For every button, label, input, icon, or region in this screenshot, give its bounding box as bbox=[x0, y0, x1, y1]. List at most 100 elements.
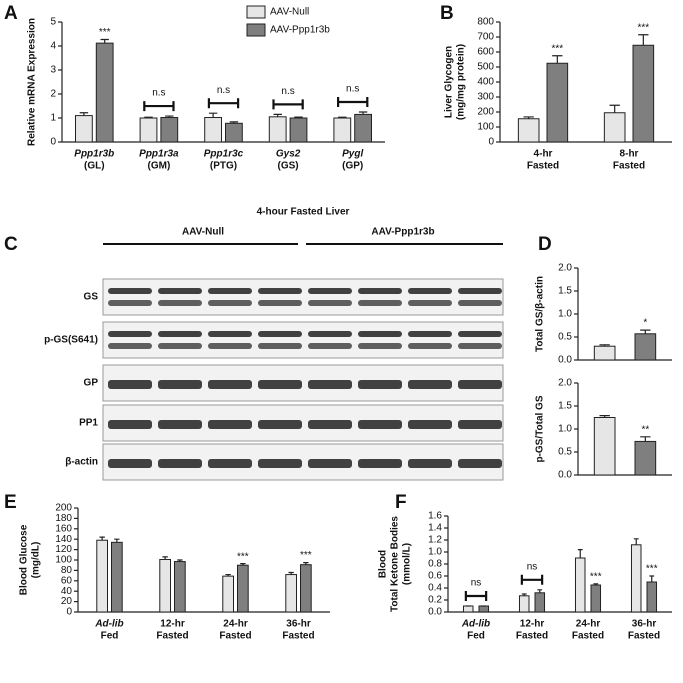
band bbox=[208, 288, 252, 294]
y-axis-label: Blood bbox=[378, 550, 389, 578]
band bbox=[258, 420, 302, 429]
x-tick-label: Ppp1r3a bbox=[139, 149, 179, 160]
error-bar bbox=[633, 538, 639, 545]
x-tick-label: 36-hr bbox=[286, 619, 311, 630]
error-bar bbox=[338, 116, 347, 118]
error-bar bbox=[537, 589, 543, 593]
band bbox=[108, 288, 152, 294]
band bbox=[358, 420, 402, 429]
y-tick-label: 1.0 bbox=[428, 547, 442, 558]
bracket bbox=[464, 591, 488, 601]
band bbox=[408, 459, 452, 468]
y-tick-label: 200 bbox=[477, 107, 494, 118]
error-bar bbox=[165, 115, 174, 118]
panel-label: C bbox=[4, 234, 18, 255]
error-bar bbox=[593, 583, 599, 585]
bar bbox=[632, 44, 655, 143]
band bbox=[258, 331, 302, 337]
y-tick-label: 1.5 bbox=[558, 401, 572, 412]
x-tick-label: 12-hr bbox=[160, 619, 185, 630]
error-bar bbox=[99, 536, 105, 541]
group-label: AAV-Null bbox=[182, 227, 224, 238]
error-bar bbox=[162, 556, 168, 560]
band bbox=[458, 343, 502, 349]
band bbox=[158, 380, 202, 389]
band bbox=[158, 459, 202, 468]
bar bbox=[603, 112, 626, 143]
significance: *** bbox=[637, 22, 649, 33]
legend-swatch bbox=[246, 23, 266, 37]
band bbox=[458, 300, 502, 306]
bar bbox=[593, 345, 616, 361]
band bbox=[358, 331, 402, 337]
error-bar bbox=[225, 573, 231, 577]
band bbox=[308, 300, 352, 306]
y-tick-label: 2.0 bbox=[558, 263, 572, 274]
bar bbox=[574, 557, 586, 613]
bracket bbox=[207, 98, 240, 109]
y-tick-label: 1.2 bbox=[428, 535, 442, 546]
bracket bbox=[520, 574, 544, 585]
bar bbox=[630, 544, 642, 613]
panel-label: F bbox=[395, 492, 407, 513]
bar bbox=[333, 117, 352, 143]
bar bbox=[300, 564, 312, 613]
y-tick-label: 1.4 bbox=[428, 523, 442, 534]
x-tick-label: Fasted bbox=[219, 631, 251, 642]
x-tick-label: 24-hr bbox=[223, 619, 248, 630]
x-tick-label: Fed bbox=[101, 631, 119, 642]
y-tick-label: 300 bbox=[477, 92, 494, 103]
band bbox=[108, 300, 152, 306]
y-tick-label: 0.0 bbox=[558, 355, 572, 366]
significance: n.s bbox=[346, 84, 359, 95]
band bbox=[208, 380, 252, 389]
band bbox=[258, 459, 302, 468]
y-tick-label: 0 bbox=[50, 137, 56, 148]
x-tick-label: Ppp1r3b bbox=[74, 149, 114, 160]
panel-label: A bbox=[4, 3, 18, 24]
band bbox=[208, 343, 252, 349]
band bbox=[408, 331, 452, 337]
y-tick-label: 0.6 bbox=[428, 571, 442, 582]
bar bbox=[593, 417, 616, 476]
y-tick-label: 0 bbox=[488, 137, 494, 148]
error-bar bbox=[303, 562, 309, 565]
y-tick-label: 2 bbox=[50, 89, 56, 100]
significance: *** bbox=[551, 43, 563, 54]
y-axis-label: p-GS/Total GS bbox=[535, 395, 546, 462]
panel-label: D bbox=[538, 234, 552, 255]
bar bbox=[534, 592, 546, 613]
error-bar bbox=[523, 116, 534, 119]
significance: ns bbox=[471, 578, 482, 589]
y-tick-label: 1.0 bbox=[558, 424, 572, 435]
band bbox=[108, 459, 152, 468]
error-bar bbox=[599, 415, 610, 418]
x-tick-label: Fasted bbox=[516, 631, 548, 642]
y-axis-label: Liver Glycogen bbox=[444, 46, 455, 118]
bar bbox=[159, 558, 171, 613]
y-tick-label: 500 bbox=[477, 62, 494, 73]
y-tick-label: 100 bbox=[55, 555, 72, 566]
error-bar bbox=[552, 55, 563, 64]
y-tick-label: 60 bbox=[61, 575, 73, 586]
error-bar bbox=[240, 563, 246, 566]
error-bar bbox=[273, 113, 282, 117]
y-tick-label: 1.5 bbox=[558, 286, 572, 297]
row-label: PP1 bbox=[79, 418, 98, 429]
band bbox=[308, 459, 352, 468]
band bbox=[358, 288, 402, 294]
y-tick-label: 0.0 bbox=[558, 470, 572, 481]
legend-label: AAV-Ppp1r3b bbox=[270, 25, 330, 36]
error-bar bbox=[294, 116, 303, 118]
legend-swatch bbox=[246, 5, 266, 19]
band bbox=[308, 420, 352, 429]
y-tick-label: 0.2 bbox=[428, 595, 442, 606]
bar bbox=[634, 333, 657, 361]
error-bar bbox=[177, 559, 183, 562]
x-tick-label: Fasted bbox=[527, 161, 559, 172]
significance: n.s bbox=[217, 85, 230, 96]
error-bar bbox=[208, 112, 218, 118]
band bbox=[408, 380, 452, 389]
bracket bbox=[143, 101, 175, 112]
y-tick-label: 600 bbox=[477, 47, 494, 58]
